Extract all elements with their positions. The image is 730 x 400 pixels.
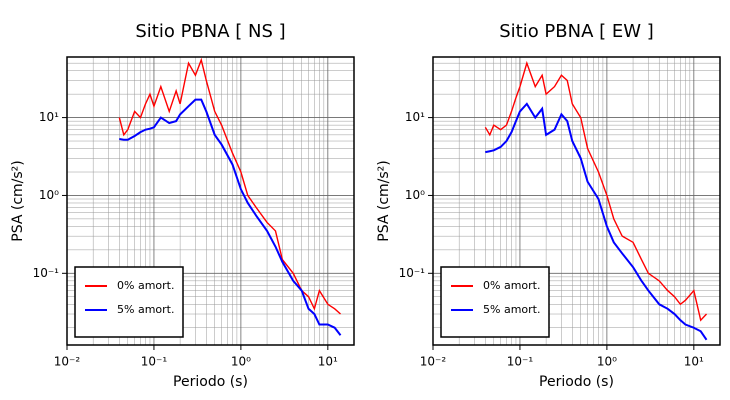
chart-title: Sitio PBNA [ NS ] bbox=[135, 21, 285, 42]
x-tick-label: 10¹ bbox=[684, 355, 704, 369]
y-axis-label: PSA (cm/s²) bbox=[10, 160, 26, 242]
legend-box bbox=[74, 266, 184, 338]
plot-frame bbox=[66, 56, 355, 346]
legend-label: 5% amort. bbox=[483, 303, 540, 316]
chart: Sitio PBNA [ EW ] 10⁻² 10⁻¹ 10⁰ 10¹ 10⁻¹ 10⁰ 10… bbox=[376, 21, 721, 390]
x-tick-label: 10⁻² bbox=[420, 355, 447, 369]
x-tick-label: 10⁰ bbox=[597, 355, 617, 369]
legend-label: 0% amort. bbox=[483, 279, 540, 292]
x-axis-label: Periodo (s) bbox=[173, 374, 248, 390]
legend-label: 5% amort. bbox=[117, 303, 174, 316]
series-line bbox=[484, 60, 708, 322]
x-tick-label: 10⁰ bbox=[231, 355, 251, 369]
plot-frame bbox=[432, 56, 721, 346]
chart: Sitio PBNA [ NS ] 10⁻² 10⁻¹ 10⁰ 10¹ 10⁻¹ 10⁰ 10… bbox=[10, 21, 355, 390]
y-tick-label: 10⁻¹ bbox=[399, 266, 426, 280]
x-axis-label: Periodo (s) bbox=[539, 374, 614, 390]
legend-box bbox=[440, 266, 550, 338]
chart-title: Sitio PBNA [ EW ] bbox=[499, 21, 654, 42]
x-tick-label: 10⁻¹ bbox=[141, 355, 168, 369]
x-tick-label: 10⁻¹ bbox=[507, 355, 534, 369]
y-tick-label: 10¹ bbox=[405, 110, 425, 124]
y-tick-label: 10¹ bbox=[39, 110, 59, 124]
y-axis-label: PSA (cm/s²) bbox=[376, 160, 392, 242]
y-tick-label: 10⁰ bbox=[39, 188, 59, 202]
y-tick-label: 10⁰ bbox=[405, 188, 425, 202]
series-line bbox=[119, 98, 342, 336]
series-line bbox=[118, 57, 341, 315]
x-tick-label: 10¹ bbox=[318, 355, 338, 369]
legend-label: 0% amort. bbox=[117, 279, 174, 292]
x-tick-label: 10⁻² bbox=[54, 355, 81, 369]
y-tick-label: 10⁻¹ bbox=[33, 266, 60, 280]
series-line bbox=[485, 102, 708, 341]
